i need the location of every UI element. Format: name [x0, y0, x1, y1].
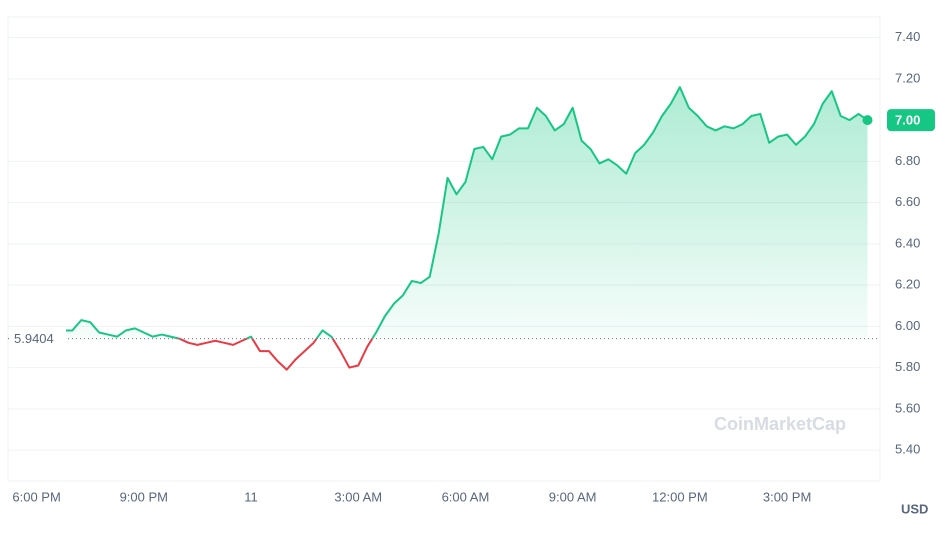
area — [63, 87, 868, 339]
y-tick-label: 5.60 — [895, 400, 920, 415]
y-tick-label: 5.80 — [895, 359, 920, 374]
currency-label: USD — [901, 501, 928, 516]
y-tick-label: 7.40 — [895, 29, 920, 44]
x-tick-label: 3:00 PM — [763, 489, 811, 504]
reference-label-bg — [10, 328, 66, 349]
x-tick-label: 3:00 AM — [334, 489, 382, 504]
x-tick-label: 11 — [244, 489, 258, 504]
y-tick-label: 5.40 — [895, 442, 920, 457]
price-badge — [887, 109, 935, 132]
price-line — [63, 86, 869, 371]
last-point — [862, 115, 873, 126]
y-tick-label: 6.60 — [895, 194, 920, 209]
x-tick-label: 12:00 PM — [652, 489, 708, 504]
price-badge-label: 7.00 — [895, 113, 920, 128]
x-tick-label: 9:00 PM — [120, 489, 168, 504]
x-tick-label: 6:00 AM — [442, 489, 490, 504]
y-tick-label: 6.40 — [895, 235, 920, 250]
watermark: CoinMarketCap — [714, 414, 846, 434]
y-tick-label: 7.20 — [895, 70, 920, 85]
y-tick-label: 6.00 — [895, 318, 920, 333]
reference-label: 5.9404 — [14, 331, 54, 346]
plot-frame — [7, 16, 881, 482]
y-tick-label: 6.20 — [895, 277, 920, 292]
x-tick-label: 6:00 PM — [12, 489, 60, 504]
y-tick-label: 6.80 — [895, 153, 920, 168]
x-tick-label: 9:00 AM — [549, 489, 597, 504]
